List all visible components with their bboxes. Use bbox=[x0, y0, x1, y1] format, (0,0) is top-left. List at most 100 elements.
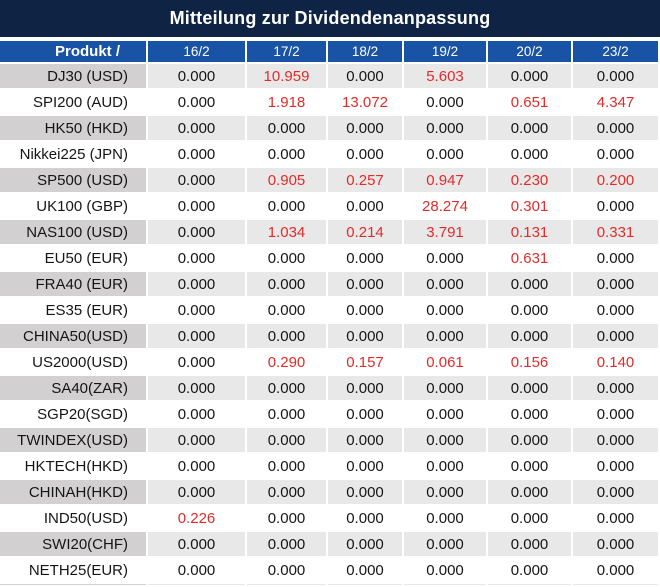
product-cell: SPI200 (AUD) bbox=[0, 90, 148, 116]
value-cell: 0.301 bbox=[488, 194, 573, 220]
table-header-row: Produkt / 16/2 17/2 18/2 19/2 20/2 23/2 bbox=[0, 41, 660, 64]
product-header-cell: Produkt / bbox=[0, 41, 148, 64]
product-cell: DJ30 (USD) bbox=[0, 64, 148, 90]
value-cell: 0.000 bbox=[404, 376, 488, 402]
value-cell: 0.000 bbox=[148, 428, 247, 454]
value-cell: 0.061 bbox=[404, 350, 488, 376]
value-cell: 0.000 bbox=[247, 402, 328, 428]
product-cell: SA40(ZAR) bbox=[0, 376, 148, 402]
value-cell: 0.157 bbox=[328, 350, 404, 376]
product-cell: TWINDEX(USD) bbox=[0, 428, 148, 454]
product-cell: SGP20(SGD) bbox=[0, 402, 148, 428]
value-cell: 0.000 bbox=[148, 246, 247, 272]
value-cell: 0.000 bbox=[573, 298, 660, 324]
page-title: Mitteilung zur Dividendenanpassung bbox=[169, 8, 491, 28]
value-cell: 0.000 bbox=[328, 428, 404, 454]
value-cell: 10.959 bbox=[247, 64, 328, 90]
value-cell: 0.000 bbox=[148, 324, 247, 350]
value-cell: 0.226 bbox=[148, 506, 247, 532]
table-row: Nikkei225 (JPN) 0.000 0.000 0.000 0.000 0.000… bbox=[0, 142, 660, 168]
value-cell: 0.000 bbox=[247, 506, 328, 532]
value-cell: 0.000 bbox=[328, 558, 404, 584]
table-row: SPI200 (AUD) 0.000 1.918 13.072 0.000 0.651 4.… bbox=[0, 90, 660, 116]
value-cell: 4.347 bbox=[573, 90, 660, 116]
date-header-cell: 23/2 bbox=[573, 41, 660, 64]
value-cell: 0.000 bbox=[404, 272, 488, 298]
value-cell: 0.000 bbox=[328, 532, 404, 558]
value-cell: 0.000 bbox=[247, 272, 328, 298]
title-bar: Mitteilung zur Dividendenanpassung bbox=[0, 0, 660, 37]
value-cell: 0.000 bbox=[488, 142, 573, 168]
table-row: HK50 (HKD) 0.000 0.000 0.000 0.000 0.000 0.000 bbox=[0, 116, 660, 142]
value-cell: 0.000 bbox=[488, 272, 573, 298]
value-cell: 0.131 bbox=[488, 220, 573, 246]
value-cell: 0.000 bbox=[328, 142, 404, 168]
table-row: CHINAH(HKD) 0.000 0.000 0.000 0.000 0.000 0.00… bbox=[0, 480, 660, 506]
value-cell: 0.000 bbox=[488, 480, 573, 506]
value-cell: 0.000 bbox=[488, 402, 573, 428]
value-cell: 0.000 bbox=[328, 480, 404, 506]
value-cell: 0.000 bbox=[247, 376, 328, 402]
value-cell: 0.230 bbox=[488, 168, 573, 194]
value-cell: 0.000 bbox=[573, 142, 660, 168]
table-row: DJ30 (USD) 0.000 10.959 0.000 5.603 0.000 0.00… bbox=[0, 64, 660, 90]
value-cell: 0.000 bbox=[488, 428, 573, 454]
table-row: HKTECH(HKD) 0.000 0.000 0.000 0.000 0.000 0.00… bbox=[0, 454, 660, 480]
value-cell: 0.214 bbox=[328, 220, 404, 246]
value-cell: 0.000 bbox=[148, 116, 247, 142]
table-row: UK100 (GBP) 0.000 0.000 0.000 28.274 0.301 0.0… bbox=[0, 194, 660, 220]
value-cell: 0.000 bbox=[404, 298, 488, 324]
value-cell: 0.000 bbox=[247, 558, 328, 584]
value-cell: 0.000 bbox=[488, 454, 573, 480]
value-cell: 0.000 bbox=[573, 402, 660, 428]
value-cell: 0.000 bbox=[488, 324, 573, 350]
value-cell: 0.000 bbox=[573, 64, 660, 90]
value-cell: 0.000 bbox=[404, 558, 488, 584]
value-cell: 0.140 bbox=[573, 350, 660, 376]
value-cell: 0.000 bbox=[247, 246, 328, 272]
value-cell: 0.000 bbox=[247, 116, 328, 142]
value-cell: 13.072 bbox=[328, 90, 404, 116]
value-cell: 0.000 bbox=[328, 194, 404, 220]
value-cell: 0.000 bbox=[488, 532, 573, 558]
value-cell: 0.000 bbox=[404, 532, 488, 558]
value-cell: 0.000 bbox=[488, 376, 573, 402]
value-cell: 0.000 bbox=[247, 428, 328, 454]
table-row: TWINDEX(USD) 0.000 0.000 0.000 0.000 0.000 0.0… bbox=[0, 428, 660, 454]
date-header-cell: 20/2 bbox=[488, 41, 573, 64]
value-cell: 0.000 bbox=[328, 272, 404, 298]
value-cell: 0.000 bbox=[573, 506, 660, 532]
value-cell: 0.000 bbox=[573, 558, 660, 584]
value-cell: 0.000 bbox=[488, 506, 573, 532]
value-cell: 0.000 bbox=[328, 324, 404, 350]
value-cell: 0.000 bbox=[148, 532, 247, 558]
value-cell: 0.000 bbox=[404, 480, 488, 506]
date-header-cell: 19/2 bbox=[404, 41, 488, 64]
value-cell: 0.000 bbox=[148, 90, 247, 116]
table-row: SP500 (USD) 0.000 0.905 0.257 0.947 0.230 0.20… bbox=[0, 168, 660, 194]
value-cell: 0.000 bbox=[573, 480, 660, 506]
value-cell: 1.034 bbox=[247, 220, 328, 246]
product-cell: HKTECH(HKD) bbox=[0, 454, 148, 480]
value-cell: 0.000 bbox=[328, 376, 404, 402]
value-cell: 1.918 bbox=[247, 90, 328, 116]
date-header-cell: 18/2 bbox=[328, 41, 404, 64]
value-cell: 5.603 bbox=[404, 64, 488, 90]
table-row: SWI20(CHF) 0.000 0.000 0.000 0.000 0.000 0.000 bbox=[0, 532, 660, 558]
value-cell: 0.000 bbox=[404, 90, 488, 116]
value-cell: 0.000 bbox=[404, 454, 488, 480]
date-header-cell: 16/2 bbox=[148, 41, 247, 64]
value-cell: 0.000 bbox=[148, 350, 247, 376]
product-cell: CHINAH(HKD) bbox=[0, 480, 148, 506]
product-cell: NAS100 (USD) bbox=[0, 220, 148, 246]
value-cell: 3.791 bbox=[404, 220, 488, 246]
product-cell: SP500 (USD) bbox=[0, 168, 148, 194]
product-cell: US2000(USD) bbox=[0, 350, 148, 376]
product-cell: ES35 (EUR) bbox=[0, 298, 148, 324]
table-row: SGP20(SGD) 0.000 0.000 0.000 0.000 0.000 0.000 bbox=[0, 402, 660, 428]
value-cell: 0.000 bbox=[404, 402, 488, 428]
value-cell: 28.274 bbox=[404, 194, 488, 220]
value-cell: 0.000 bbox=[404, 428, 488, 454]
clipped-next-row bbox=[0, 584, 660, 587]
